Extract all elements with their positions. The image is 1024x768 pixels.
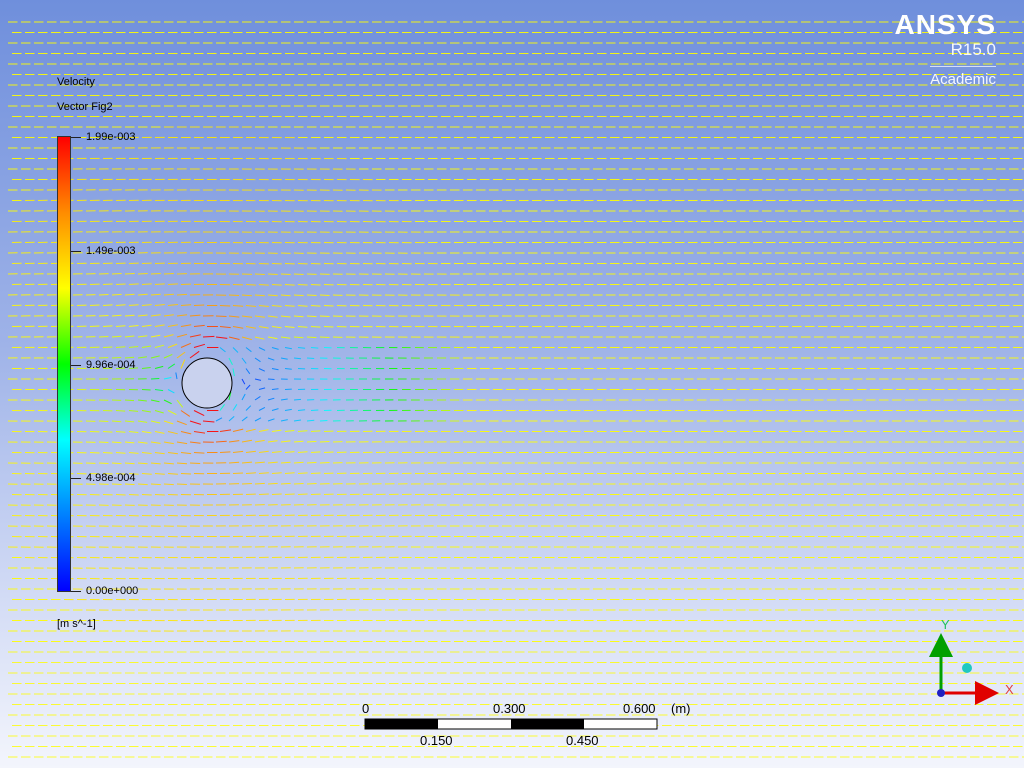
- axis-x-label: X: [1005, 682, 1014, 697]
- legend-tick-label: 0.00e+000: [86, 585, 139, 597]
- ansys-logo: ANSYS R15.0 Academic: [895, 10, 996, 89]
- axis-triad[interactable]: Y X: [925, 615, 1020, 710]
- legend-tick: [71, 251, 81, 252]
- scale-label: 0: [362, 701, 370, 716]
- scale-unit: (m): [671, 701, 691, 716]
- brand-name: ANSYS: [894, 9, 996, 40]
- scale-label: 0.450: [566, 733, 599, 748]
- scale-label: 0.600: [623, 701, 656, 716]
- legend-subtitle: Vector Fig2: [57, 101, 113, 113]
- axis-y-label: Y: [941, 617, 950, 632]
- legend-tick: [71, 591, 81, 592]
- brand-release: R15.0: [950, 40, 996, 59]
- legend-tick-label: 1.49e-003: [86, 245, 136, 257]
- legend-title: Velocity: [57, 76, 95, 88]
- scale-bar: [364, 718, 658, 730]
- legend-tick-label: 9.96e-004: [86, 359, 136, 371]
- legend-color-bar: [57, 136, 71, 592]
- legend-tick-label: 4.98e-004: [86, 472, 136, 484]
- rotation-sphere-icon: [962, 663, 972, 673]
- cylinder-obstacle: [181, 357, 233, 409]
- scale-label: 0.150: [420, 733, 453, 748]
- velocity-vectors: [7, 21, 1024, 758]
- legend-units: [m s^-1]: [57, 618, 96, 630]
- legend-tick: [71, 365, 81, 366]
- brand-edition: Academic: [930, 66, 996, 88]
- legend-tick-label: 1.99e-003: [86, 131, 136, 143]
- legend-tick: [71, 137, 81, 138]
- legend-tick: [71, 478, 81, 479]
- z-axis-marker: [937, 689, 945, 697]
- scale-label: 0.300: [493, 701, 526, 716]
